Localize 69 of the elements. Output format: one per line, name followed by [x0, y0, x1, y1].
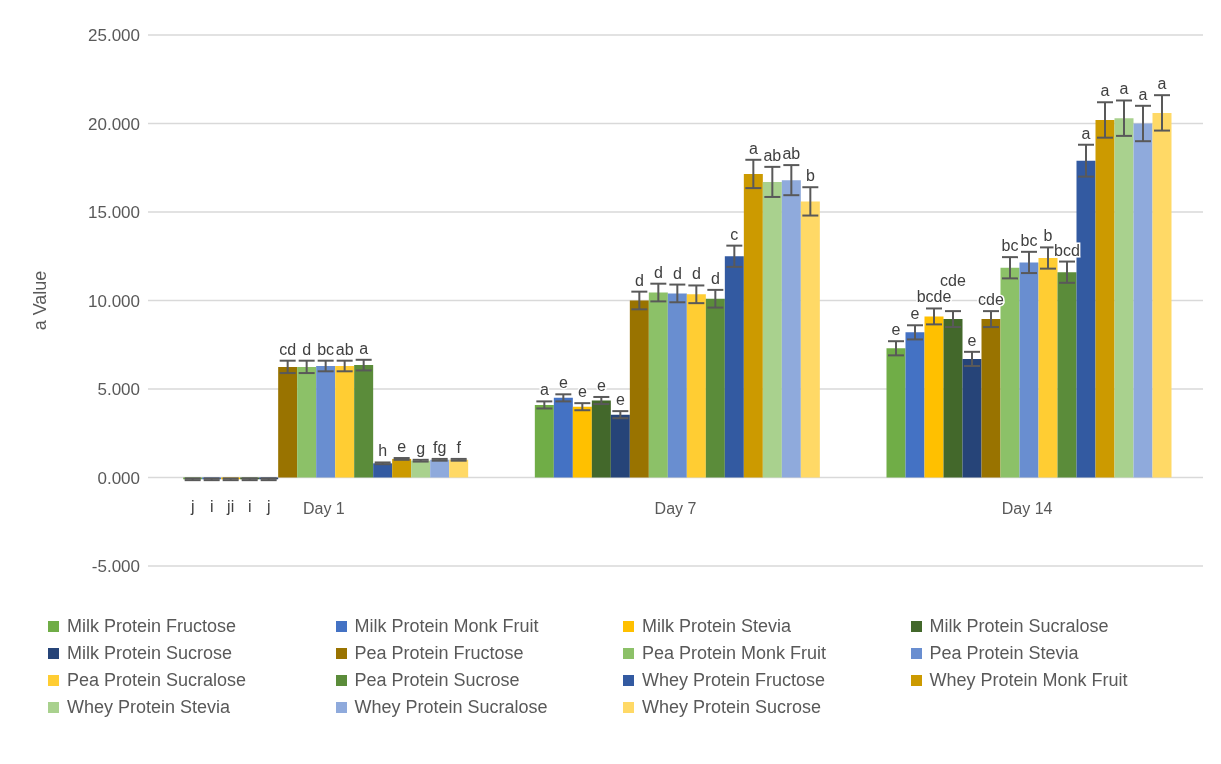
data-label: bcde	[916, 288, 952, 306]
data-label: d	[302, 340, 312, 358]
data-label: ji	[226, 498, 235, 516]
legend-label: Pea Protein Fructose	[354, 643, 524, 664]
data-label: i	[247, 498, 252, 516]
data-label: fg	[432, 438, 447, 456]
legend-label: Whey Protein Sucralose	[354, 697, 548, 718]
data-label: e	[596, 376, 606, 394]
data-label: j	[189, 498, 195, 516]
data-label: e	[397, 438, 407, 456]
x-tick-label: Day 7	[654, 499, 697, 517]
data-label: d	[634, 271, 644, 289]
data-label: a	[1119, 80, 1129, 98]
y-tick-label: 10.000	[88, 291, 140, 311]
data-label: e	[891, 321, 901, 339]
legend-label: Milk Protein Monk Fruit	[354, 616, 539, 637]
legend-label: Pea Protein Sucralose	[67, 670, 247, 691]
data-label: cd	[279, 340, 297, 358]
data-label: e	[558, 374, 568, 392]
legend-label: Whey Protein Fructose	[642, 670, 826, 691]
data-label: a	[359, 339, 369, 357]
y-tick-label: 25.000	[88, 26, 140, 46]
data-label: d	[710, 269, 720, 287]
data-label: d	[691, 265, 701, 283]
data-label: c	[730, 225, 739, 243]
legend-label: Pea Protein Sucrose	[354, 670, 520, 691]
data-label: cde	[940, 272, 966, 290]
legend-label: Milk Protein Stevia	[642, 616, 792, 637]
data-label: bc	[1020, 231, 1038, 249]
legend-label: Pea Protein Stevia	[929, 643, 1079, 664]
y-tick-label: 15.000	[88, 203, 140, 223]
data-label: b	[805, 167, 815, 185]
x-tick-label: Day 1	[302, 499, 345, 517]
legend-label: Whey Protein Monk Fruit	[929, 670, 1128, 691]
data-label: g	[416, 439, 426, 457]
y-tick-label: -5.000	[91, 557, 140, 577]
data-label: a	[539, 381, 549, 399]
legend-label: Milk Protein Fructose	[67, 616, 237, 637]
data-label: f	[456, 438, 462, 456]
y-axis-title: a Value	[30, 270, 51, 331]
data-label: d	[653, 263, 663, 281]
data-label: ab	[763, 146, 782, 164]
data-label: ab	[335, 340, 354, 358]
data-label: j	[265, 498, 271, 516]
data-label: e	[577, 383, 587, 401]
data-label: h	[378, 442, 388, 460]
data-label: a	[748, 139, 758, 157]
legend-label: Milk Protein Sucrose	[67, 643, 233, 664]
data-label: i	[209, 498, 214, 516]
data-label: bc	[1001, 237, 1019, 255]
legend-label: Milk Protein Sucralose	[929, 616, 1109, 637]
data-label: bc	[317, 340, 335, 358]
data-label: d	[672, 264, 682, 282]
y-tick-label: 0.000	[97, 468, 140, 488]
data-label: e	[615, 391, 625, 409]
legend-label: Whey Protein Stevia	[67, 697, 231, 718]
legend-label: Pea Protein Monk Fruit	[642, 643, 827, 664]
data-label: a	[1081, 124, 1091, 142]
data-label: a	[1100, 82, 1110, 100]
x-tick-label: Day 14	[1001, 499, 1053, 517]
legend-label: Whey Protein Sucrose	[642, 697, 822, 718]
data-label: a	[1157, 75, 1167, 93]
data-label: b	[1043, 227, 1053, 245]
y-tick-label: 5.000	[97, 380, 140, 400]
data-label: a	[1138, 85, 1148, 103]
data-label: e	[967, 331, 977, 349]
y-tick-label: 20.000	[88, 114, 140, 134]
data-label: e	[910, 305, 920, 323]
data-label: ab	[782, 145, 801, 163]
